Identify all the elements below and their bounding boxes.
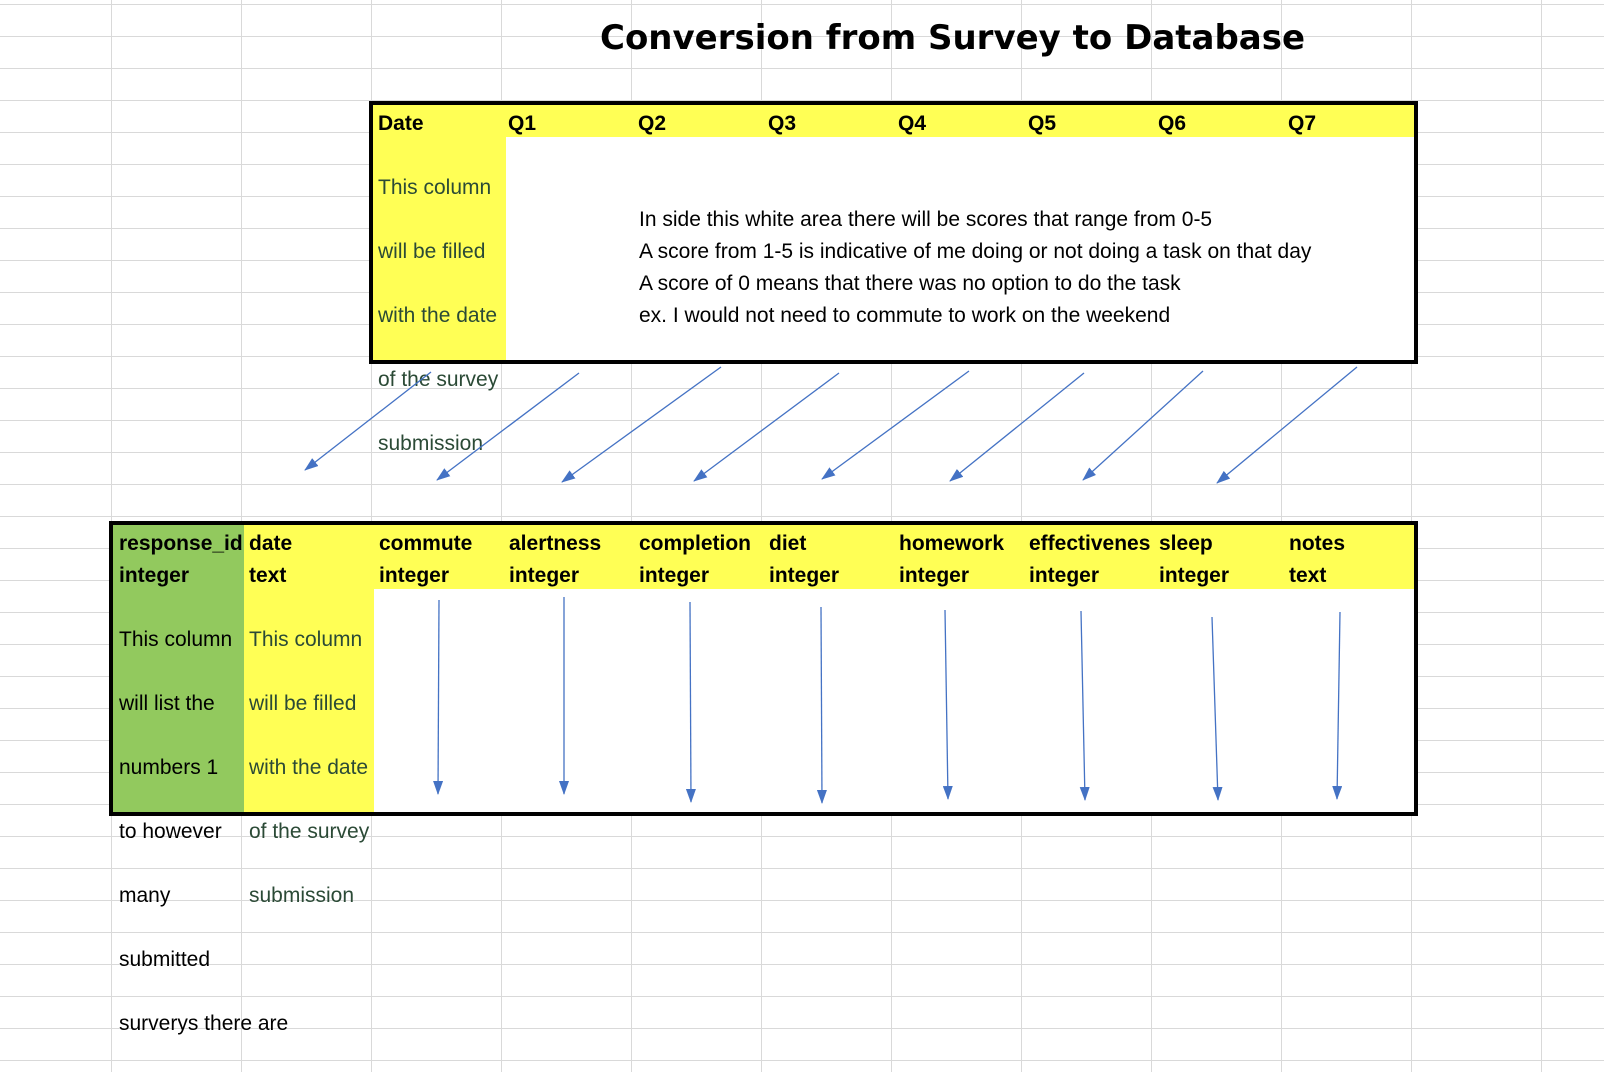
column-type-completion: integer xyxy=(639,564,710,587)
survey-header-date: Date xyxy=(378,112,424,135)
column-name-homework: homework xyxy=(899,532,1005,555)
arrow-completion-down xyxy=(685,601,696,803)
response-id-description-line: many xyxy=(119,884,171,907)
survey-table: Date Q1 Q2 Q3 Q4 Q5 Q6 Q7 This column wi… xyxy=(369,101,1418,455)
column-type-sleep: integer xyxy=(1159,564,1230,587)
arrow-q2-to-commute xyxy=(561,366,722,483)
survey-date-description-line: submission xyxy=(378,432,484,455)
survey-date-description-line: of the survey xyxy=(378,368,499,391)
column-type-diet: integer xyxy=(769,564,840,587)
column-name-diet: diet xyxy=(769,532,807,555)
arrow-date-to-response-id xyxy=(304,371,432,471)
database-date-description-line: This column xyxy=(249,628,363,651)
survey-header-q6: Q6 xyxy=(1158,112,1187,135)
survey-header-q3: Q3 xyxy=(768,112,797,135)
column-type-notes: text xyxy=(1289,564,1327,587)
arrow-q7-to-effectiveness xyxy=(1216,366,1358,484)
arrow-commute-down xyxy=(433,599,444,795)
survey-date-description-line: This column xyxy=(378,176,492,199)
column-name-response-id: response_id xyxy=(119,532,243,555)
arrow-q1-to-date xyxy=(436,372,580,481)
database-date-description: This column will be filled with the date… xyxy=(249,592,369,944)
column-type-homework: integer xyxy=(899,564,970,587)
survey-note-line: A score of 0 means that there was no opt… xyxy=(639,272,1181,295)
column-name-alertness: alertness xyxy=(509,532,602,555)
database-date-description-line: will be filled xyxy=(249,692,357,715)
arrow-q6-to-homework xyxy=(1082,370,1204,481)
column-name-date: date xyxy=(249,532,293,555)
arrow-q4-to-completion xyxy=(821,370,970,480)
survey-header-q1: Q1 xyxy=(508,112,537,135)
database-date-description-line: submission xyxy=(249,884,355,907)
survey-note-line: A score from 1-5 is indicative of me doi… xyxy=(639,240,1312,263)
database-date-description-line: of the survey xyxy=(249,820,370,843)
response-id-description-line: will list the xyxy=(119,692,215,715)
survey-date-description: This column will be filled with the date… xyxy=(378,140,498,492)
survey-note-line: ex. I would not need to commute to work … xyxy=(639,304,1171,327)
column-name-completion: completion xyxy=(639,532,752,555)
survey-note-line: In side this white area there will be sc… xyxy=(639,208,1213,231)
response-id-column-fill xyxy=(113,525,244,812)
survey-header-q2: Q2 xyxy=(638,112,667,135)
database-date-description-line: with the date xyxy=(249,756,369,779)
survey-header-q7: Q7 xyxy=(1288,112,1317,135)
database-date-column-fill xyxy=(244,589,374,812)
column-type-date: text xyxy=(249,564,287,587)
survey-date-description-line: with the date xyxy=(378,304,498,327)
mapping-arrows xyxy=(304,366,1358,804)
response-id-description-line: submitted xyxy=(119,948,211,971)
column-name-commute: commute xyxy=(379,532,473,555)
response-id-description-line: surverys there are xyxy=(119,1012,289,1035)
column-name-sleep: sleep xyxy=(1159,532,1213,555)
arrow-q5-to-diet xyxy=(949,372,1085,482)
column-type-response-id: integer xyxy=(119,564,190,587)
arrow-diet-down xyxy=(816,606,827,804)
response-id-description-line: This column xyxy=(119,628,233,651)
column-type-effectiveness: integer xyxy=(1029,564,1100,587)
database-header-row xyxy=(113,525,1414,589)
response-id-description-line: to however xyxy=(119,820,222,843)
arrow-notes-down xyxy=(1332,611,1343,800)
arrow-sleep-down xyxy=(1211,616,1223,801)
survey-header-q5: Q5 xyxy=(1028,112,1057,135)
arrow-effectiveness-down xyxy=(1079,610,1090,801)
column-name-effectiveness: effectivenes xyxy=(1029,532,1151,555)
survey-header-row xyxy=(373,105,1414,137)
arrow-q3-to-alertness xyxy=(693,372,840,482)
column-type-commute: integer xyxy=(379,564,450,587)
page-title: Conversion from Survey to Database xyxy=(600,18,1306,58)
column-type-alertness: integer xyxy=(509,564,580,587)
response-id-description-line: numbers 1 xyxy=(119,756,219,779)
column-name-notes: notes xyxy=(1289,532,1346,555)
arrow-homework-down xyxy=(942,609,953,800)
survey-date-column-fill xyxy=(373,137,506,360)
survey-header-q4: Q4 xyxy=(898,112,927,135)
survey-date-description-line: will be filled xyxy=(378,240,486,263)
